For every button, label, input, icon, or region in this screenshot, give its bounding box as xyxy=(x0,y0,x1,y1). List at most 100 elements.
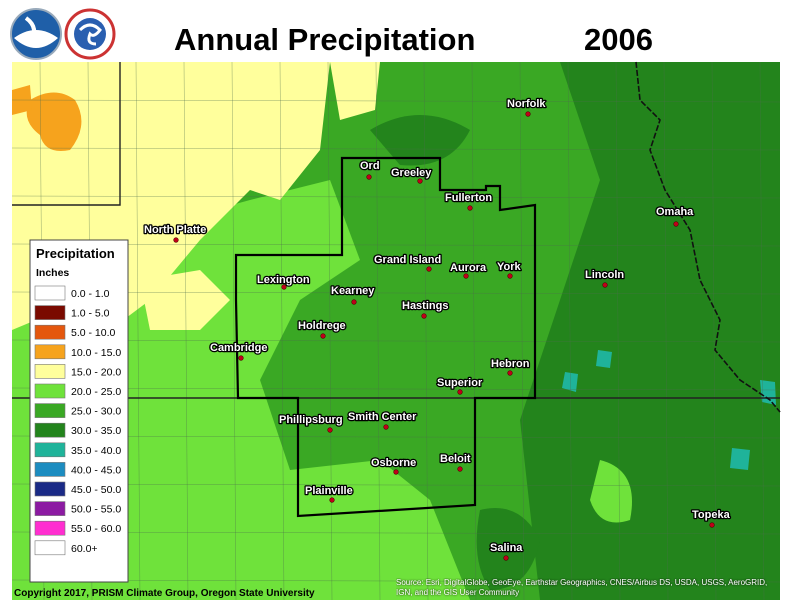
city-label: North Platte xyxy=(144,224,206,236)
city-label: Lexington xyxy=(257,274,310,286)
city-label: Norfolk xyxy=(507,98,546,110)
county-line xyxy=(615,61,621,601)
zone-dry xyxy=(330,62,380,120)
city-label: Grand Island xyxy=(374,254,441,266)
zone-moderate xyxy=(590,460,632,523)
legend-label: 55.0 - 60.0 xyxy=(71,523,121,535)
city-label: Ord xyxy=(360,160,380,172)
city-dot xyxy=(503,555,509,561)
county-line xyxy=(327,61,333,601)
city-label: Plainville xyxy=(305,485,353,497)
city-dot xyxy=(507,273,513,279)
attribution-box: Source: Esri, DigitalGlobe, GeoEye, Eart… xyxy=(396,578,768,597)
city-dot xyxy=(602,282,608,288)
legend-swatch xyxy=(34,324,66,340)
city-label: Beloit xyxy=(440,453,471,465)
city-dot xyxy=(709,522,715,528)
legend-label: 50.0 - 55.0 xyxy=(71,504,121,516)
county-line xyxy=(11,483,781,487)
zone-wet xyxy=(476,508,540,590)
city-dot xyxy=(238,355,244,361)
county-line xyxy=(567,61,573,601)
legend-swatch xyxy=(34,442,66,458)
legend-label: 60.0+ xyxy=(71,543,98,555)
zone-very-wet xyxy=(730,448,750,470)
legend-label: 35.0 - 40.0 xyxy=(71,445,121,457)
city-dot xyxy=(421,313,427,319)
attribution: Source: Esri, DigitalGlobe, GeoEye, Eart… xyxy=(396,578,768,597)
legend-swatch xyxy=(34,364,66,379)
city-dot xyxy=(173,237,179,243)
city-label: Fullerton xyxy=(445,192,492,204)
city-label: Greeley xyxy=(391,167,432,179)
county-line xyxy=(11,435,781,439)
county-line xyxy=(519,61,525,601)
forecast-area-outline xyxy=(234,156,537,518)
state-boundary xyxy=(12,62,121,206)
county-line xyxy=(231,61,237,601)
city-dot xyxy=(463,273,469,279)
legend-swatch xyxy=(34,481,66,497)
county-line xyxy=(11,579,781,583)
map-title: Annual Precipitation xyxy=(174,22,475,57)
county-line xyxy=(759,61,765,601)
city-label: Kearney xyxy=(331,285,375,297)
legend-swatch xyxy=(34,383,66,399)
county-line xyxy=(135,61,141,601)
city-layer: Norfolk Ord Greeley Fullerton North Platte Om… xyxy=(143,97,732,561)
city-label: Hebron xyxy=(491,358,530,370)
legend-label: 5.0 - 10.0 xyxy=(71,327,116,339)
copyright: Copyright 2017, PRISM Climate Group, Ore… xyxy=(14,588,315,599)
legend-label: 1.0 - 5.0 xyxy=(71,308,110,320)
legend-title: Precipitation xyxy=(36,246,115,261)
city-dot xyxy=(457,466,463,472)
county-line xyxy=(11,291,781,295)
nws-logo xyxy=(64,8,116,60)
legend-label: 20.0 - 25.0 xyxy=(71,386,121,398)
city-label: Topeka xyxy=(692,509,731,521)
legend-label: 40.0 - 45.0 xyxy=(71,464,121,476)
legend-label: 15.0 - 20.0 xyxy=(71,366,121,378)
city-dot xyxy=(507,370,513,376)
zone-very-wet xyxy=(596,350,612,368)
legend: Precipitation Inches 0.0 - 1.0 1.0 - 5.0 5… xyxy=(29,239,129,583)
county-line xyxy=(711,61,717,601)
city-dot xyxy=(329,497,335,503)
legend-swatch xyxy=(34,501,66,516)
city-label: Holdrege xyxy=(298,320,346,332)
city-label: Superior xyxy=(437,377,483,389)
city-dot xyxy=(457,389,463,395)
county-line xyxy=(183,61,189,601)
city-dot xyxy=(327,427,333,433)
county-line xyxy=(11,531,781,535)
legend-label: 10.0 - 15.0 xyxy=(71,347,121,359)
city-label: Osborne xyxy=(371,457,416,469)
legend-swatch xyxy=(34,540,66,556)
legend-swatch xyxy=(34,462,66,477)
map-year: 2006 xyxy=(584,22,653,57)
zone-wet xyxy=(370,115,470,166)
county-line xyxy=(11,243,781,247)
river-boundary xyxy=(635,61,781,413)
legend-label: 25.0 - 30.0 xyxy=(71,406,121,418)
city-label: Lincoln xyxy=(585,269,624,281)
city-label: York xyxy=(497,261,522,273)
zone-dry xyxy=(140,270,230,330)
noaa-logo xyxy=(10,8,62,60)
legend-label: 0.0 - 1.0 xyxy=(71,288,110,300)
city-label: Phillipsburg xyxy=(279,414,343,426)
county-line xyxy=(11,387,781,391)
legend-swatch xyxy=(34,344,66,360)
city-dot xyxy=(366,174,372,180)
city-label: Salina xyxy=(490,542,523,554)
city-dot xyxy=(417,178,423,184)
county-line xyxy=(471,61,477,601)
city-label: Smith Center xyxy=(348,411,417,423)
city-dot xyxy=(525,111,531,117)
county-line xyxy=(423,61,429,601)
county-line xyxy=(11,147,781,151)
legend-units: Inches xyxy=(36,267,69,279)
legend-swatch xyxy=(34,403,66,418)
city-label: Aurora xyxy=(450,262,487,274)
county-line xyxy=(11,99,781,103)
